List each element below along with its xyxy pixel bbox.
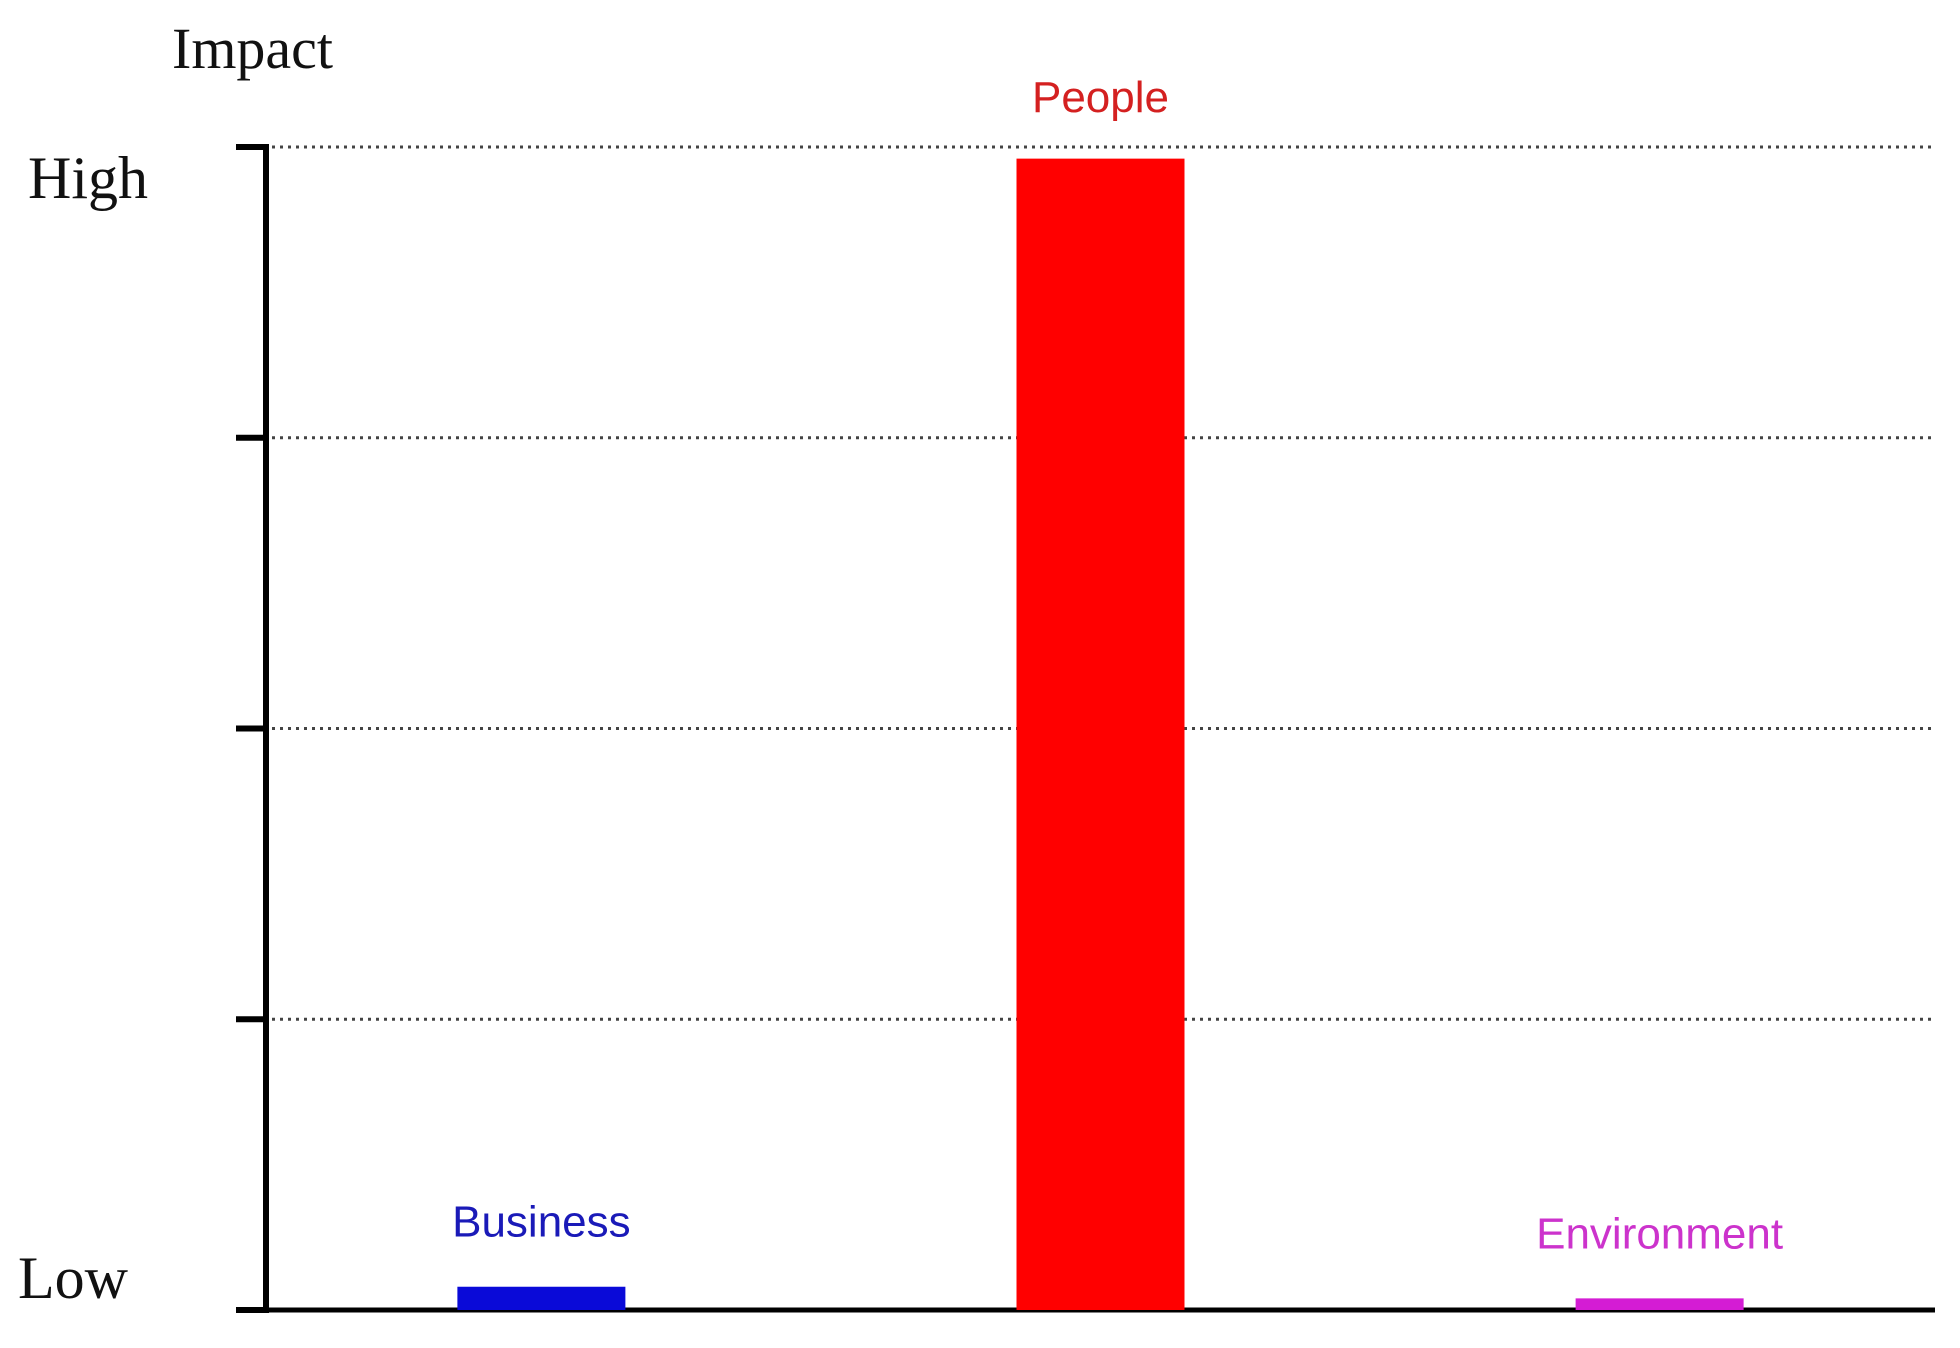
bar-label-people: People xyxy=(1032,73,1169,122)
bar-environment xyxy=(1575,1298,1744,1310)
bar-people xyxy=(1016,158,1185,1310)
bar-business xyxy=(457,1286,626,1310)
bar-label-business: Business xyxy=(452,1198,631,1247)
y-level-high-label: High xyxy=(28,145,148,211)
bar-label-environment: Environment xyxy=(1536,1209,1783,1258)
bar-labels: Business People Environment xyxy=(452,73,1783,1258)
gridlines xyxy=(272,145,1935,1021)
y-level-low-label: Low xyxy=(18,1245,129,1311)
y-axis-title: Impact xyxy=(172,16,333,81)
bars xyxy=(457,158,1744,1310)
